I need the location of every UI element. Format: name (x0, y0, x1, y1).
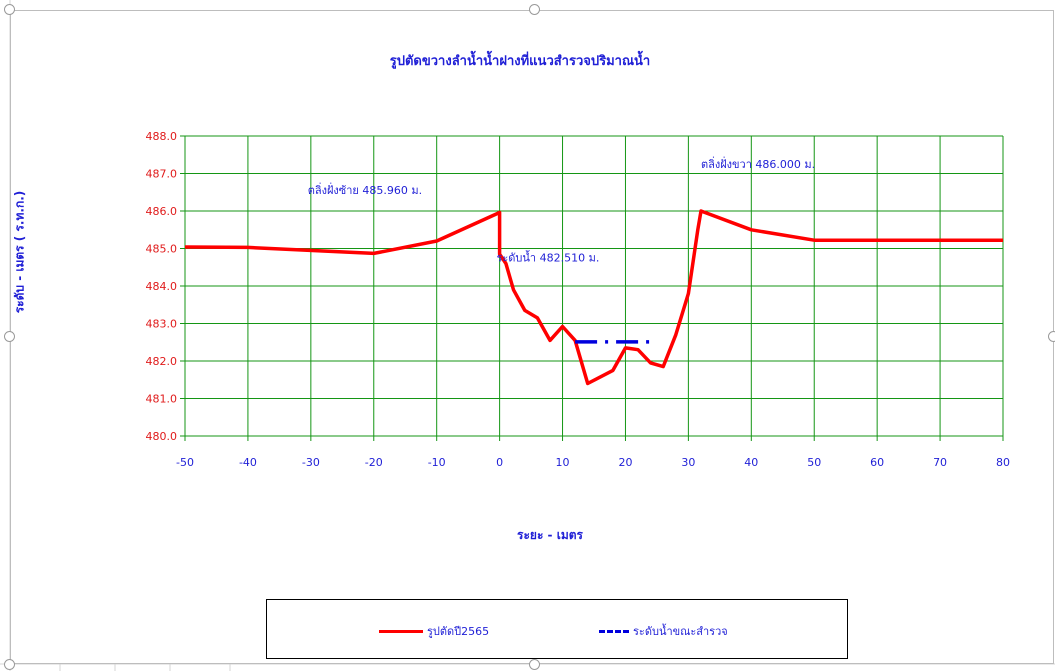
x-tick-label: 70 (933, 456, 947, 469)
y-axis-label: ระดับ - เมตร ( ร.ท.ก.) (12, 190, 27, 314)
y-tick-label: 484.0 (146, 280, 178, 293)
legend: รูปตัดปี2565 ระดับน้ำขณะสำรวจ (266, 599, 848, 659)
x-tick-label: -50 (176, 456, 194, 469)
x-tick-label: 50 (807, 456, 821, 469)
legend-swatch-water-level (599, 629, 629, 633)
x-tick-label: 10 (556, 456, 570, 469)
legend-swatch-cross-section (379, 629, 423, 633)
x-tick-label: 60 (870, 456, 884, 469)
resize-handle-right[interactable] (1048, 331, 1055, 342)
resize-handle-bottom[interactable] (529, 659, 540, 670)
x-tick-label: 20 (618, 456, 632, 469)
legend-label-cross-section: รูปตัดปี2565 (427, 625, 490, 638)
resize-handle-top-left[interactable] (4, 4, 15, 15)
y-tick-label: 480.0 (146, 430, 178, 443)
y-tick-label: 486.0 (146, 205, 178, 218)
legend-item-water-level: ระดับน้ำขณะสำรวจ (599, 622, 728, 640)
x-tick-label: -30 (302, 456, 320, 469)
x-axis-label: ระยะ - เมตร (517, 528, 583, 542)
y-tick-label: 481.0 (146, 393, 178, 406)
x-tick-label: 80 (996, 456, 1010, 469)
annotation-label: ตลิ่งฝั่งซ้าย 485.960 ม. (308, 182, 422, 197)
cross-section-line (184, 209, 1003, 386)
y-tick-label: 483.0 (146, 318, 178, 331)
x-tick-label: 30 (681, 456, 695, 469)
y-tick-label: 485.0 (146, 243, 178, 256)
chart-area[interactable] (10, 10, 1054, 664)
resize-handle-top[interactable] (529, 4, 540, 15)
legend-label-water-level: ระดับน้ำขณะสำรวจ (633, 625, 728, 638)
y-tick-label: 487.0 (146, 168, 178, 181)
annotation-label: ตลิ่งฝั่งขวา 486.000 ม. (701, 156, 815, 171)
x-tick-label: -20 (365, 456, 383, 469)
x-tick-label: 0 (496, 456, 503, 469)
legend-item-cross-section: รูปตัดปี2565 (379, 622, 489, 640)
y-tick-label: 482.0 (146, 355, 178, 368)
annotation-label: ระดับน้ำ 482.510 ม. (496, 250, 599, 265)
x-tick-label: 40 (744, 456, 758, 469)
y-tick-label: 488.0 (146, 130, 178, 143)
x-tick-label: -40 (239, 456, 257, 469)
resize-handle-left[interactable] (4, 331, 15, 342)
chart-title: รูปตัดขวางลำน้ำน้ำฝางที่แนวสำรวจปริมาณน้… (389, 54, 651, 69)
resize-handle-bottom-left[interactable] (4, 659, 15, 670)
x-tick-label: -10 (428, 456, 446, 469)
